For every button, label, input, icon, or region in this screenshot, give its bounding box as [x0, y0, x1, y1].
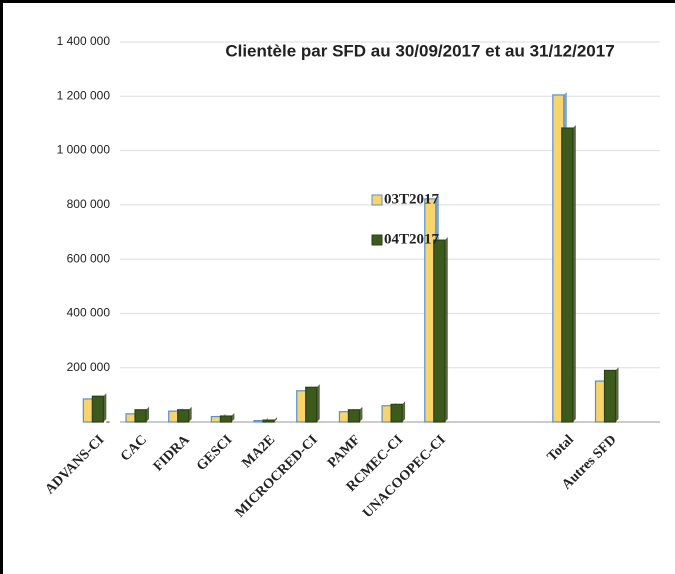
bar-depth — [231, 413, 235, 422]
x-tick-label: UNACOOPEC-CI — [360, 432, 449, 521]
y-tick-label: 1 000 000 — [57, 143, 111, 157]
x-tick-label: MICROCRED-CI — [233, 432, 321, 520]
chart-title: Clientèle par SFD au 30/09/2017 et au 31… — [225, 41, 614, 60]
bar — [561, 127, 574, 423]
x-tick-label: Total — [545, 432, 577, 464]
legend-swatch — [371, 194, 383, 206]
bar — [177, 409, 190, 423]
y-tick-label: 600 000 — [67, 251, 111, 265]
x-tick-label: PAMF — [325, 432, 363, 470]
y-tick-label: 800 000 — [67, 197, 111, 211]
y-tick-label: - — [106, 414, 110, 428]
bar — [433, 239, 446, 423]
bar-depth — [146, 406, 150, 422]
bar — [390, 403, 403, 423]
y-tick-label: 1 400 000 — [57, 34, 111, 48]
bar-depth — [572, 125, 576, 423]
x-tick-label: GESCI — [194, 432, 235, 473]
bar-depth — [103, 393, 107, 422]
bar-depth — [615, 367, 619, 422]
legend-swatch — [371, 234, 383, 246]
bar — [91, 395, 104, 423]
x-tick-label: FIDRA — [151, 432, 194, 475]
y-tick-label: 200 000 — [67, 360, 111, 374]
y-tick-label: 1 200 000 — [57, 88, 111, 102]
bar — [305, 386, 318, 423]
bar-depth — [359, 406, 363, 422]
bar — [219, 415, 232, 423]
y-tick-label: 400 000 — [67, 306, 111, 320]
bar-depth — [188, 406, 192, 422]
bar — [347, 409, 361, 423]
bar-depth — [274, 417, 278, 422]
bar — [603, 369, 617, 423]
x-tick-label: ADVANS-CI — [43, 432, 108, 497]
bar-depth — [316, 384, 320, 422]
legend-label: 04T2017 — [384, 231, 440, 247]
bar — [262, 419, 275, 423]
bar-depth — [444, 237, 448, 422]
legend-label: 03T2017 — [384, 191, 440, 207]
x-tick-label: CAC — [118, 432, 150, 464]
x-tick-label: MA2E — [240, 432, 279, 471]
bar — [134, 409, 147, 423]
bar-depth — [402, 401, 406, 422]
